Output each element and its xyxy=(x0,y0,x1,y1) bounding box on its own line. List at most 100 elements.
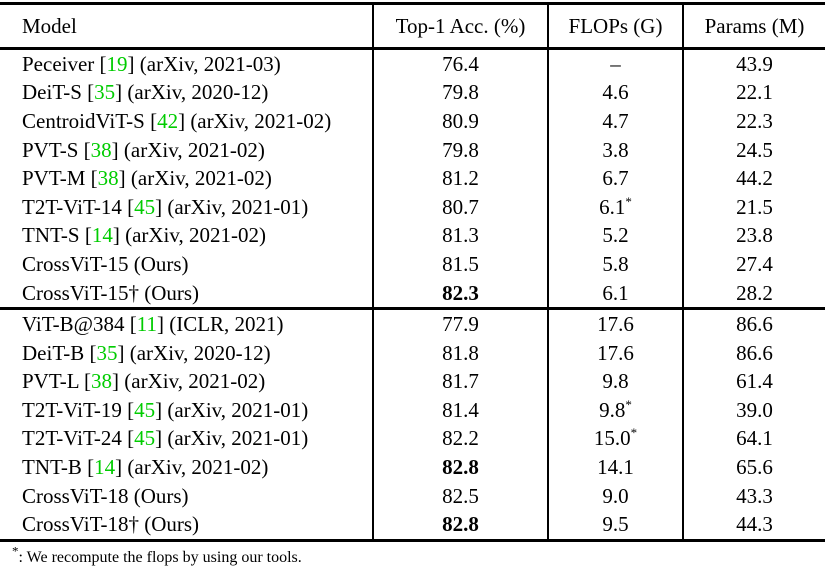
citation-ref[interactable]: 35 xyxy=(94,80,116,105)
flops-cell: 5.8 xyxy=(547,250,683,279)
value-text: 4.6 xyxy=(602,80,629,105)
model-name: ViT-B@384 xyxy=(22,312,125,337)
top1-cell: 82.8 xyxy=(372,453,548,482)
value-text: 6.7 xyxy=(602,166,629,191)
table-row: Peceiver [19] (arXiv, 2021-03) 76.4 – 43.9 xyxy=(0,48,825,79)
value-text: 81.5 xyxy=(442,251,479,276)
top1-cell: 82.8 xyxy=(372,510,548,541)
value-text: 61.4 xyxy=(736,369,773,394)
table-row: PVT-M [38] (arXiv, 2021-02) 81.2 6.7 44.2 xyxy=(0,164,825,193)
flops-cell: 9.5 xyxy=(547,510,683,541)
value-text: 43.9 xyxy=(736,51,773,76)
model-name: PVT-M xyxy=(22,166,86,191)
citation-ref[interactable]: 11 xyxy=(136,312,157,337)
model-name: PVT-L xyxy=(22,369,79,394)
flops-cell: 14.1 xyxy=(547,453,683,482)
table-row: TNT-S [14] (arXiv, 2021-02) 81.3 5.2 23.8 xyxy=(0,221,825,251)
asterisk-marker: * xyxy=(630,425,638,441)
table-row: TNT-B [14] (arXiv, 2021-02) 82.8 14.1 65.6 xyxy=(0,453,825,482)
footnote: *: We recompute the flops by using our t… xyxy=(0,542,825,567)
flops-cell: 17.6 xyxy=(547,308,683,339)
flops-cell: 9.0 xyxy=(547,481,683,511)
citation-ref[interactable]: 42 xyxy=(157,108,179,133)
value-text: 21.5 xyxy=(736,194,773,219)
flops-cell: 6.1* xyxy=(547,192,683,222)
value-text: 79.8 xyxy=(442,80,479,105)
params-cell: 44.2 xyxy=(682,164,825,193)
footnote-text: : We recompute the flops by using our to… xyxy=(18,549,302,567)
value-text: 81.7 xyxy=(442,369,479,394)
value-text: 5.8 xyxy=(602,251,629,276)
params-cell: 23.8 xyxy=(682,221,825,251)
value-text: 80.7 xyxy=(442,194,479,219)
model-cell: PVT-L [38] (arXiv, 2021-02) xyxy=(22,369,266,394)
citation-ref[interactable]: 38 xyxy=(91,369,113,394)
flops-cell: 15.0* xyxy=(547,424,683,454)
value-text: 5.2 xyxy=(602,223,629,248)
citation-ref[interactable]: 45 xyxy=(134,194,156,219)
table-row: CrossViT-18† (Ours) 82.8 9.5 44.3 xyxy=(0,510,825,541)
model-name: T2T-ViT-24 xyxy=(22,426,122,451)
params-cell: 86.6 xyxy=(682,338,825,368)
value-text: 81.3 xyxy=(442,223,479,248)
value-text: 64.1 xyxy=(736,426,773,451)
model-cell: CrossViT-18 (Ours) xyxy=(22,483,189,508)
asterisk-marker: * xyxy=(625,396,632,412)
citation-ref[interactable]: 35 xyxy=(96,340,118,365)
citation-ref[interactable]: 19 xyxy=(106,51,128,76)
citation-ref[interactable]: 38 xyxy=(97,166,119,191)
top1-cell: 79.8 xyxy=(372,78,548,108)
value-text: 9.0 xyxy=(602,483,629,508)
table-row: T2T-ViT-19 [45] (arXiv, 2021-01) 81.4 9.8*… xyxy=(0,396,825,425)
value-text: 82.2 xyxy=(442,426,479,451)
top1-cell: 81.5 xyxy=(372,250,548,279)
model-cell: PVT-S [38] (arXiv, 2021-02) xyxy=(22,137,265,162)
params-cell: 21.5 xyxy=(682,192,825,222)
value-text: 80.9 xyxy=(442,108,479,133)
model-cell: CentroidViT-S [42] (arXiv, 2021-02) xyxy=(22,108,332,133)
value-text: 17.6 xyxy=(597,340,634,365)
value-text: 82.8 xyxy=(442,512,479,537)
citation-ref[interactable]: 45 xyxy=(134,397,156,422)
value-text: 86.6 xyxy=(736,340,773,365)
top1-cell: 81.4 xyxy=(372,396,548,425)
citation-ref[interactable]: 14 xyxy=(94,455,116,480)
top1-cell: 79.8 xyxy=(372,135,548,165)
column-header-model: Model xyxy=(22,13,77,38)
model-name: TNT-B xyxy=(22,455,82,480)
asterisk-marker: * xyxy=(12,543,19,559)
value-text: 81.8 xyxy=(442,340,479,365)
value-text: 82.8 xyxy=(442,455,479,480)
model-name: T2T-ViT-14 xyxy=(22,194,122,219)
header-row: Model Top-1 Acc. (%) FLOPs (G) Params (M… xyxy=(0,3,825,49)
top1-cell: 81.7 xyxy=(372,367,548,397)
value-text: 44.2 xyxy=(736,166,773,191)
model-name: T2T-ViT-19 xyxy=(22,397,122,422)
value-text: 6.1 xyxy=(599,194,626,219)
flops-cell: 17.6 xyxy=(547,338,683,368)
model-comparison-table: Model Top-1 Acc. (%) FLOPs (G) Params (M… xyxy=(0,2,825,543)
table-row: ViT-B@384 [11] (ICLR, 2021) 77.9 17.6 86.6 xyxy=(0,308,825,339)
model-name: DeiT-B xyxy=(22,340,85,365)
model-name: CrossViT-15 xyxy=(22,251,129,276)
citation-ref[interactable]: 38 xyxy=(90,137,112,162)
params-cell: 39.0 xyxy=(682,396,825,425)
value-text: 22.3 xyxy=(736,108,773,133)
citation-ref[interactable]: 45 xyxy=(134,426,156,451)
model-name: TNT-S xyxy=(22,223,80,248)
value-text: 3.8 xyxy=(602,137,629,162)
citation-ref[interactable]: 14 xyxy=(91,223,113,248)
model-cell: T2T-ViT-19 [45] (arXiv, 2021-01) xyxy=(22,397,309,422)
value-text: 65.6 xyxy=(736,455,773,480)
top1-cell: 82.3 xyxy=(372,278,548,309)
params-cell: 44.3 xyxy=(682,510,825,541)
value-text: 82.5 xyxy=(442,483,479,508)
table-row: PVT-S [38] (arXiv, 2021-02) 79.8 3.8 24.5 xyxy=(0,135,825,165)
table-row: CrossViT-15 (Ours) 81.5 5.8 27.4 xyxy=(0,250,825,279)
params-cell: 86.6 xyxy=(682,308,825,339)
value-text: 17.6 xyxy=(597,312,634,337)
asterisk-marker: * xyxy=(625,193,632,209)
column-header-top1: Top-1 Acc. (%) xyxy=(372,3,548,49)
value-text: – xyxy=(610,51,621,76)
